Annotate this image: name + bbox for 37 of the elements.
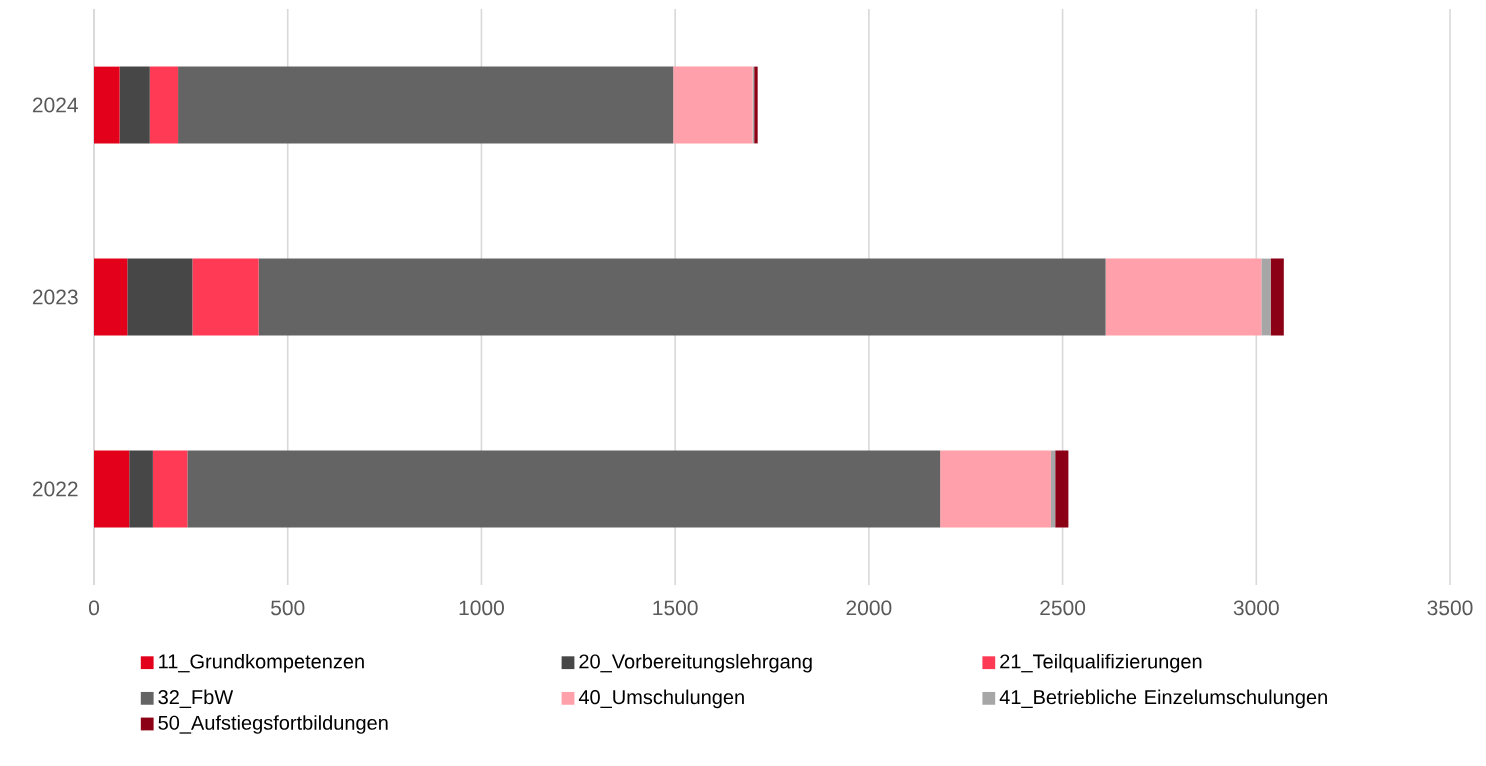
bar [192,258,259,336]
bar [94,66,120,144]
bar [178,66,674,144]
x-tick-label: 500 [271,600,305,616]
legend-label: 20_Vorbereitungslehrgang [579,653,812,673]
bar [258,258,1106,336]
bar [940,450,1051,528]
legend-label: 41_Betriebliche Einzelumschulungen [999,689,1327,709]
y-tick-label: 2024 [32,97,78,113]
bar [673,66,753,144]
legend-label: 11_Grundkompetenzen [159,653,364,673]
legend-label: 32_FbW [158,689,234,708]
x-tick-label: 3000 [1233,600,1279,616]
bar [1055,450,1069,528]
x-tick-label: 3500 [1427,600,1473,616]
y-tick-label: 2023 [32,289,78,305]
x-tick-label: 1500 [653,600,698,616]
legend-label: 40_Umschulungen [578,689,744,709]
bar [149,66,179,144]
x-tick-label: 2000 [846,600,892,616]
bar [1270,258,1284,336]
bar [1261,258,1271,336]
bar [1050,450,1056,528]
legend-label: 21_Teilqualifizierungen [1000,653,1202,673]
x-tick-label: 1000 [459,600,504,616]
x-tick-label: 0 [88,600,100,616]
x-tick-label: 2500 [1040,600,1086,616]
bar [152,450,188,528]
y-tick-label: 2022 [32,481,78,497]
bar [119,66,150,144]
bar [129,450,153,528]
bar [187,450,941,528]
bar [1105,258,1262,336]
bar [127,258,193,336]
legend-label: 50_Aufstiegsfortbildungen [158,715,388,734]
bar [94,258,128,336]
bar [94,450,130,528]
